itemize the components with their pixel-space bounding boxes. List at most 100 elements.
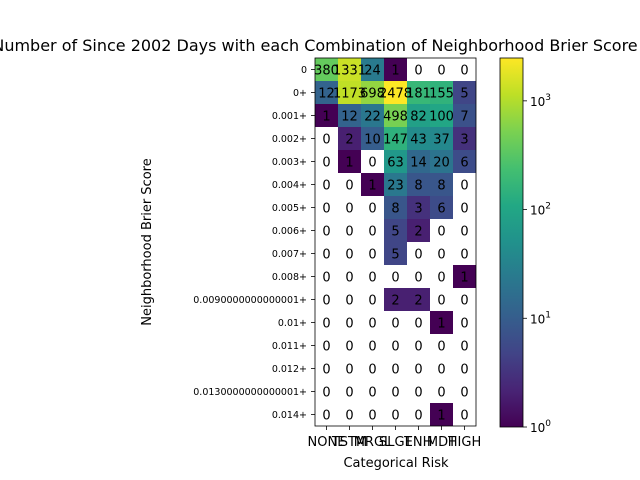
colorbar-tick-label: 100 bbox=[530, 419, 551, 435]
heatmap-cell bbox=[384, 265, 407, 288]
heatmap-cell bbox=[361, 173, 384, 196]
heatmap-cell bbox=[338, 242, 361, 265]
heatmap-cell bbox=[430, 173, 453, 196]
y-tick-label: 0+ bbox=[293, 88, 307, 99]
heatmap-cell bbox=[407, 311, 430, 334]
x-tick-label: NONE bbox=[308, 435, 346, 450]
cell-value-label: 0 bbox=[368, 225, 376, 240]
cell-value-label: 0 bbox=[368, 317, 376, 332]
cell-value-label: 2 bbox=[414, 294, 422, 309]
cell-value-label: 0 bbox=[322, 202, 330, 217]
cell-value-label: 0 bbox=[391, 363, 399, 378]
heatmap-cell bbox=[338, 334, 361, 357]
cell-value-label: 155 bbox=[429, 87, 454, 102]
cell-value-label: 0 bbox=[414, 271, 422, 286]
heatmap-cell bbox=[338, 196, 361, 219]
heatmap-cell bbox=[315, 288, 338, 311]
cell-value-label: 0 bbox=[368, 202, 376, 217]
heatmap-cell bbox=[430, 380, 453, 403]
cell-value-label: 0 bbox=[368, 294, 376, 309]
cell-value-label: 1 bbox=[460, 271, 468, 286]
cell-value-label: 1331 bbox=[333, 64, 366, 79]
heatmap-cell bbox=[338, 380, 361, 403]
cell-value-label: 24 bbox=[364, 64, 381, 79]
heatmap-cell bbox=[453, 357, 476, 380]
heatmap-cell bbox=[315, 311, 338, 334]
heatmap-cell bbox=[384, 150, 407, 173]
heatmap-cell bbox=[407, 173, 430, 196]
cell-value-label: 0 bbox=[368, 156, 376, 171]
heatmap-cell bbox=[430, 265, 453, 288]
heatmap-cell bbox=[453, 403, 476, 426]
heatmap-cell bbox=[453, 173, 476, 196]
x-tick-label: TSTM bbox=[331, 435, 367, 450]
cell-value-label: 0 bbox=[322, 179, 330, 194]
cell-value-label: 0 bbox=[322, 340, 330, 355]
cell-value-label: 0 bbox=[345, 248, 353, 263]
cell-value-label: 0 bbox=[460, 64, 468, 79]
heatmap-cell bbox=[407, 196, 430, 219]
cell-value-label: 0 bbox=[345, 386, 353, 401]
cell-value-label: 6 bbox=[460, 156, 468, 171]
cell-value-label: 0 bbox=[368, 409, 376, 424]
heatmap-cell bbox=[361, 288, 384, 311]
cell-value-label: 181 bbox=[406, 87, 431, 102]
heatmap-cell bbox=[453, 311, 476, 334]
y-tick-label: 0.01+ bbox=[278, 318, 307, 329]
cell-value-label: 380 bbox=[314, 64, 339, 79]
heatmap-cell bbox=[453, 380, 476, 403]
heatmap-cell bbox=[453, 242, 476, 265]
cell-value-label: 2 bbox=[391, 294, 399, 309]
x-tick-label: MRGL bbox=[354, 435, 392, 450]
heatmap-cell bbox=[453, 288, 476, 311]
cell-value-label: 37 bbox=[433, 133, 450, 148]
heatmap-cell bbox=[430, 311, 453, 334]
cell-value-label: 0 bbox=[437, 386, 445, 401]
cell-value-label: 698 bbox=[360, 87, 385, 102]
heatmap-cell bbox=[430, 357, 453, 380]
colorbar-tick-label: 103 bbox=[530, 93, 551, 109]
heatmap-cell bbox=[315, 173, 338, 196]
cell-value-label: 6 bbox=[437, 202, 445, 217]
cell-value-label: 2 bbox=[345, 133, 353, 148]
heatmap-cell bbox=[430, 288, 453, 311]
heatmap-cell bbox=[361, 265, 384, 288]
heatmap-cell bbox=[384, 127, 407, 150]
heatmap-cell bbox=[361, 127, 384, 150]
cell-value-label: 0 bbox=[414, 317, 422, 332]
heatmap-cell bbox=[407, 81, 430, 104]
heatmap-cell bbox=[338, 403, 361, 426]
colorbar: 100 101 102 103 bbox=[499, 57, 551, 435]
cell-value-label: 1 bbox=[391, 64, 399, 79]
heatmap-cell bbox=[453, 334, 476, 357]
cell-value-label: 5 bbox=[391, 225, 399, 240]
heatmap-cell bbox=[338, 150, 361, 173]
cell-value-label: 0 bbox=[437, 363, 445, 378]
cells-layer bbox=[315, 58, 476, 426]
heatmap-cell bbox=[338, 58, 361, 81]
heatmap-cell bbox=[384, 196, 407, 219]
heatmap-cell bbox=[453, 104, 476, 127]
cell-value-label: 0 bbox=[322, 248, 330, 263]
cell-value-label: 0 bbox=[345, 202, 353, 217]
cell-value-label: 0 bbox=[437, 248, 445, 263]
cell-value-label: 0 bbox=[437, 294, 445, 309]
cell-value-label: 0 bbox=[391, 317, 399, 332]
cell-value-label: 5 bbox=[391, 248, 399, 263]
heatmap-cell bbox=[430, 196, 453, 219]
heatmap-cell bbox=[338, 357, 361, 380]
heatmap-cell bbox=[430, 219, 453, 242]
cell-value-label: 0 bbox=[345, 179, 353, 194]
title-layer: Number of Since 2002 Days with each Comb… bbox=[0, 36, 638, 55]
cell-value-label: 0 bbox=[460, 386, 468, 401]
heatmap-cell bbox=[407, 380, 430, 403]
cell-value-label: 23 bbox=[387, 179, 404, 194]
cell-value-label: 1 bbox=[437, 317, 445, 332]
heatmap-cell bbox=[361, 196, 384, 219]
y-tick-label: 0.005+ bbox=[272, 203, 307, 214]
heatmap-cell bbox=[315, 219, 338, 242]
cell-value-label: 0 bbox=[345, 317, 353, 332]
